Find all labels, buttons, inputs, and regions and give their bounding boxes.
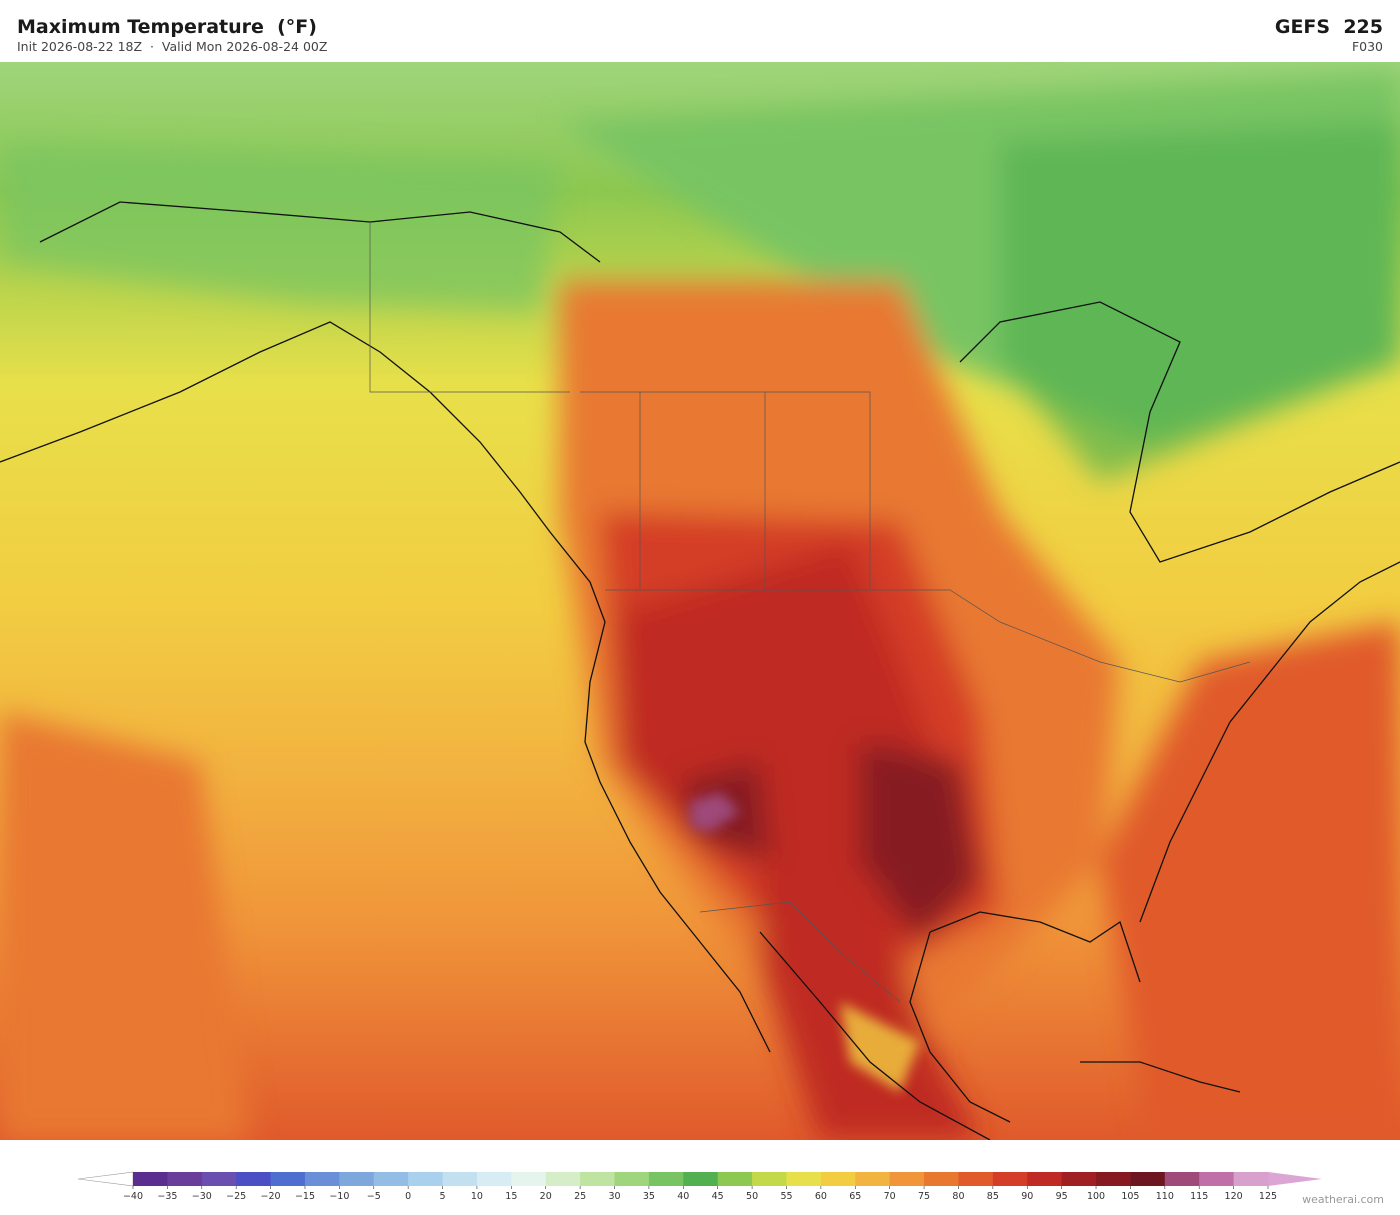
colorbar-segment: [992, 1172, 1028, 1186]
colorbar-label: 35: [643, 1191, 655, 1202]
colorbar-label: −25: [226, 1191, 246, 1202]
colorbar-segment: [236, 1172, 272, 1186]
colorbar-segment: [270, 1172, 306, 1186]
colorbar-label: 55: [780, 1191, 792, 1202]
colorbar-label: −20: [261, 1191, 281, 1202]
colorbar-segment: [476, 1172, 512, 1186]
colorbar-segment: [442, 1172, 478, 1186]
colorbar-label: 120: [1225, 1191, 1243, 1202]
colorbar-label: −40: [123, 1191, 143, 1202]
colorbar-label: 30: [608, 1191, 620, 1202]
colorbar-segment: [201, 1172, 237, 1186]
colorbar-segment: [408, 1172, 444, 1186]
colorbar-label: 0: [405, 1191, 411, 1202]
map: [0, 62, 1400, 1140]
colorbar-label: 10: [471, 1191, 483, 1202]
colorbar-label: −5: [367, 1191, 381, 1202]
colorbar-segment: [820, 1172, 856, 1186]
colorbar-label: 110: [1156, 1191, 1174, 1202]
colorbar-segment: [511, 1172, 547, 1186]
colorbar-segment: [1061, 1172, 1097, 1186]
colorbar-label: 20: [540, 1191, 552, 1202]
colorbar-label: 65: [849, 1191, 861, 1202]
colorbar-label: 100: [1087, 1191, 1105, 1202]
colorbar-label: 125: [1259, 1191, 1277, 1202]
colorbar-label: 40: [677, 1191, 689, 1202]
colorbar-segment: [1096, 1172, 1131, 1186]
colorbar-segment: [924, 1172, 959, 1186]
colorbar-segment: [958, 1172, 994, 1186]
colorbar-segment: [1027, 1172, 1063, 1186]
colorbar-label: 60: [815, 1191, 827, 1202]
credit: weatherai.com: [1302, 1193, 1384, 1206]
colorbar-segment: [545, 1172, 581, 1186]
forecast-hour: F030: [1351, 39, 1383, 54]
colorbar-segment: [786, 1172, 822, 1186]
colorbar-segment: [304, 1172, 340, 1186]
colorbar-segment: [614, 1172, 650, 1186]
colorbar-segment: [167, 1172, 203, 1186]
colorbar-label: 5: [440, 1191, 446, 1202]
colorbar-segment: [1233, 1172, 1269, 1186]
model: GEFS 225: [1274, 16, 1383, 38]
colorbar-segment: [648, 1172, 684, 1186]
coastlines: [0, 201, 1400, 1140]
colorbar-label: 15: [505, 1191, 517, 1202]
colorbar-segment: [889, 1172, 925, 1186]
colorbar-label: −35: [157, 1191, 177, 1202]
colorbar-label: 50: [746, 1191, 758, 1202]
colorbar-label: 105: [1121, 1191, 1139, 1202]
colorbar-label: 70: [884, 1191, 896, 1202]
colorbar-label: 115: [1190, 1191, 1208, 1202]
colorbar-segment: [1199, 1172, 1235, 1186]
colorbar-segment: [683, 1172, 719, 1186]
colorbar: −40 −35 −30 −25 −20 −15 −10 −5 0 5 10 15 20 25 30 35 40 4…: [77, 1171, 1322, 1202]
colorbar-segment: [373, 1172, 409, 1186]
colorbar-label: 25: [574, 1191, 586, 1202]
title: Maximum Temperature (°F): [17, 16, 317, 38]
colorbar-segment: [1130, 1172, 1166, 1186]
colorbar-label: 90: [1021, 1191, 1033, 1202]
colorbar-over: [1268, 1172, 1322, 1186]
colorbar-segment: [339, 1172, 375, 1186]
subtitle: Init 2026-08-22 18Z · Valid Mon 2026-08-…: [17, 39, 328, 54]
colorbar-segment: [580, 1172, 616, 1186]
colorbar-label: −10: [329, 1191, 349, 1202]
colorbar-segment: [133, 1172, 168, 1186]
colorbar-segment: [855, 1172, 891, 1186]
colorbar-segment: [1164, 1172, 1200, 1186]
colorbar-label: 85: [987, 1191, 999, 1202]
colorbar-label: −30: [192, 1191, 212, 1202]
colorbar-segment: [752, 1172, 787, 1186]
colorbar-under: [77, 1171, 134, 1187]
colorbar-label: 95: [1056, 1191, 1068, 1202]
colorbar-label: 75: [918, 1191, 930, 1202]
temperature-field: [0, 72, 1400, 1140]
hot-spot: [690, 792, 920, 1092]
colorbar-label: −15: [295, 1191, 315, 1202]
borders: [369, 222, 1251, 1003]
colorbar-label: 45: [712, 1191, 724, 1202]
colorbar-label: 80: [952, 1191, 964, 1202]
colorbar-segment: [717, 1172, 753, 1186]
